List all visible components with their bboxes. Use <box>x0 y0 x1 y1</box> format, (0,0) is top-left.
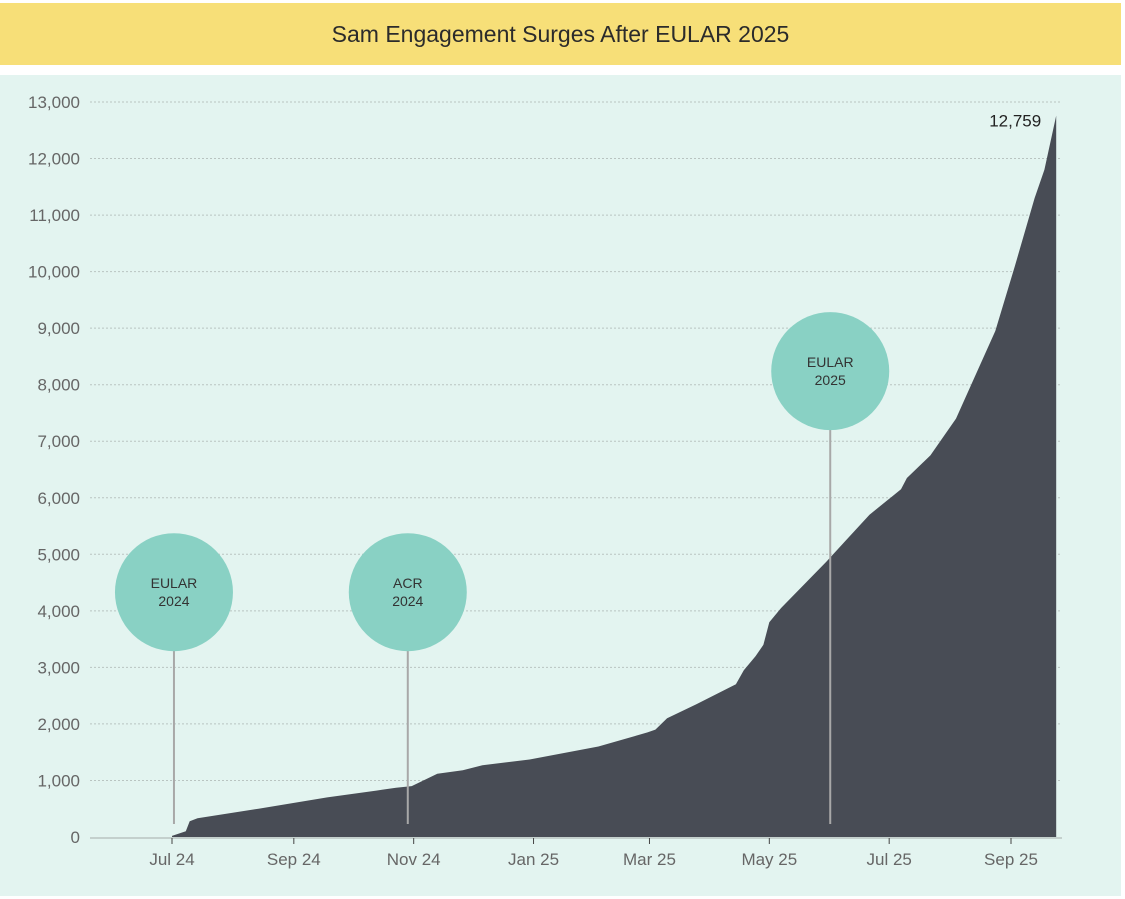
x-tick-label: Mar 25 <box>623 850 676 869</box>
y-tick-label: 11,000 <box>29 206 80 225</box>
end-value-label: 12,759 <box>989 112 1041 131</box>
annotation-label: EULAR <box>807 354 854 370</box>
y-tick-label: 10,000 <box>28 263 80 282</box>
area-series <box>172 115 1057 838</box>
y-tick-label: 13,000 <box>28 93 80 112</box>
x-tick-label: Jul 25 <box>866 850 911 869</box>
y-tick-label: 9,000 <box>37 319 80 338</box>
annotation-label: 2024 <box>392 593 423 609</box>
y-tick-label: 5,000 <box>37 545 80 564</box>
x-tick-label: May 25 <box>741 850 797 869</box>
annotation-bubble <box>114 533 233 652</box>
x-tick-label: Sep 24 <box>267 850 321 869</box>
y-tick-label: 4,000 <box>37 602 80 621</box>
annotation-label: 2025 <box>815 372 846 388</box>
y-tick-label: 6,000 <box>37 489 80 508</box>
chart-title-banner: Sam Engagement Surges After EULAR 2025 <box>0 3 1121 65</box>
y-tick-label: 7,000 <box>37 432 80 451</box>
annotation-label: EULAR <box>151 575 198 591</box>
y-tick-label: 1,000 <box>37 771 80 790</box>
annotation-label: ACR <box>393 575 423 591</box>
y-tick-label: 3,000 <box>37 658 80 677</box>
x-tick-label: Jul 24 <box>149 850 194 869</box>
annotation-label: 2024 <box>158 593 189 609</box>
x-tick-label: Sep 25 <box>984 850 1038 869</box>
y-tick-label: 2,000 <box>37 715 80 734</box>
annotation-bubble <box>348 533 467 652</box>
annotation-bubble <box>771 312 890 431</box>
x-tick-label: Nov 24 <box>387 850 441 869</box>
x-tick-label: Jan 25 <box>508 850 559 869</box>
y-tick-label: 8,000 <box>37 376 80 395</box>
chart-title: Sam Engagement Surges After EULAR 2025 <box>331 20 790 47</box>
y-tick-label: 12,000 <box>28 150 80 169</box>
y-tick-label: 0 <box>71 828 80 847</box>
